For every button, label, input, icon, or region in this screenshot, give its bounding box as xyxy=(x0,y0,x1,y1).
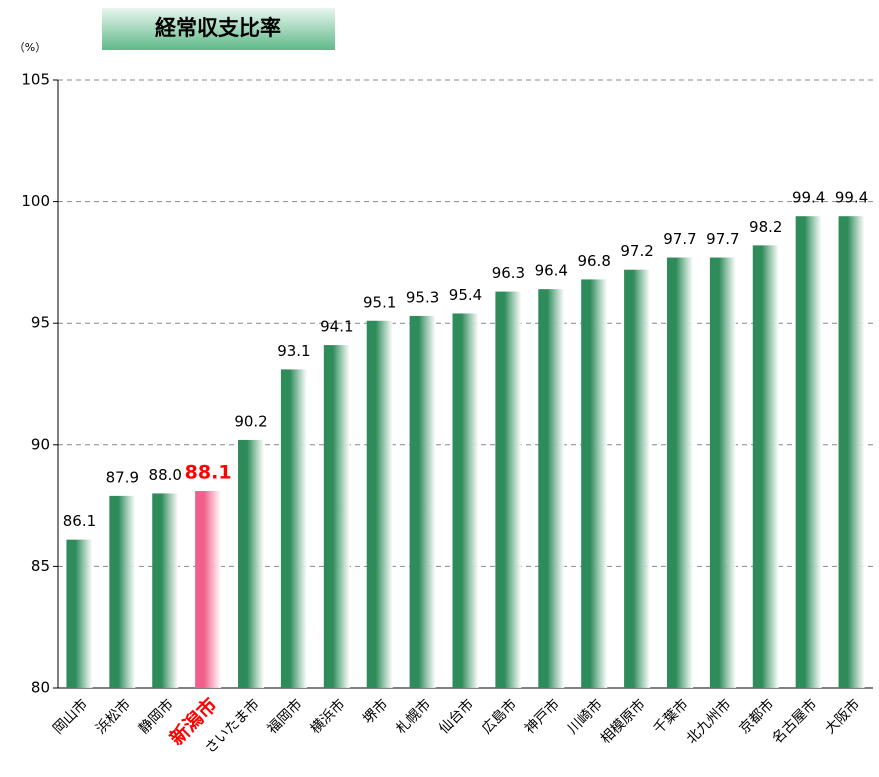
value-label: 97.2 xyxy=(620,242,653,260)
value-label: 93.1 xyxy=(277,342,310,360)
bar xyxy=(238,439,265,688)
y-tick-label: 100 xyxy=(21,192,50,210)
value-label: 94.1 xyxy=(320,318,353,336)
y-tick-label: 85 xyxy=(31,557,50,575)
value-label: 95.3 xyxy=(406,288,439,306)
value-label: 96.3 xyxy=(492,264,525,282)
value-label: 88.1 xyxy=(185,462,232,484)
bar xyxy=(452,313,479,688)
value-label: 88.0 xyxy=(149,466,182,484)
x-tick-label: 千葉市 xyxy=(650,696,692,738)
bar xyxy=(666,257,693,688)
value-label: 86.1 xyxy=(63,512,96,530)
x-tick-label: 広島市 xyxy=(478,696,520,738)
x-tick-label: 川崎市 xyxy=(564,696,606,738)
value-label: 99.4 xyxy=(792,189,825,207)
x-tick-label: 堺市 xyxy=(360,696,392,728)
x-tick-label: 仙台市 xyxy=(435,696,477,738)
bar xyxy=(66,539,93,688)
bar xyxy=(795,216,822,688)
x-tick-label: 岡山市 xyxy=(49,696,91,738)
bar xyxy=(280,369,307,688)
value-label: 90.2 xyxy=(234,412,267,430)
value-label: 95.4 xyxy=(449,286,482,304)
bar xyxy=(624,269,651,688)
x-tick-label: 大阪市 xyxy=(821,696,863,738)
value-label: 99.4 xyxy=(835,189,868,207)
y-tick-label: 80 xyxy=(31,679,50,697)
bar xyxy=(323,345,350,688)
value-label: 96.4 xyxy=(535,262,568,280)
x-tick-label: 浜松市 xyxy=(92,696,134,738)
value-label: 97.7 xyxy=(706,230,739,248)
x-tick-label: 相模原市 xyxy=(597,696,649,748)
bar xyxy=(366,320,393,688)
x-tick-label: 福岡市 xyxy=(264,696,306,738)
x-tick-label: 京都市 xyxy=(736,696,778,738)
bar xyxy=(495,291,522,688)
bar xyxy=(709,257,736,688)
title-box xyxy=(102,8,335,50)
y-tick-label: 105 xyxy=(21,71,50,89)
bar xyxy=(581,279,608,688)
x-tick-label: 名古屋市 xyxy=(769,696,821,748)
value-label: 98.2 xyxy=(749,218,782,236)
value-label: 96.8 xyxy=(577,252,610,270)
x-tick-label: 横浜市 xyxy=(307,696,349,738)
x-tick-label: 神戸市 xyxy=(521,696,563,738)
bar xyxy=(109,495,136,688)
y-tick-label: 95 xyxy=(31,314,50,332)
value-label: 97.7 xyxy=(663,230,696,248)
bar xyxy=(538,289,565,688)
bar xyxy=(752,245,779,688)
bar xyxy=(195,491,222,688)
bar xyxy=(838,216,865,688)
value-label: 95.1 xyxy=(363,293,396,311)
x-tick-label: 札幌市 xyxy=(393,696,435,738)
x-tick-label: 北九州市 xyxy=(683,696,735,748)
bar xyxy=(152,493,179,688)
chart-title: 経常収支比率 xyxy=(155,16,281,40)
unit-label: （%） xyxy=(14,41,46,54)
y-tick-label: 90 xyxy=(31,435,50,453)
value-label: 87.9 xyxy=(106,468,139,486)
bar xyxy=(409,315,436,688)
